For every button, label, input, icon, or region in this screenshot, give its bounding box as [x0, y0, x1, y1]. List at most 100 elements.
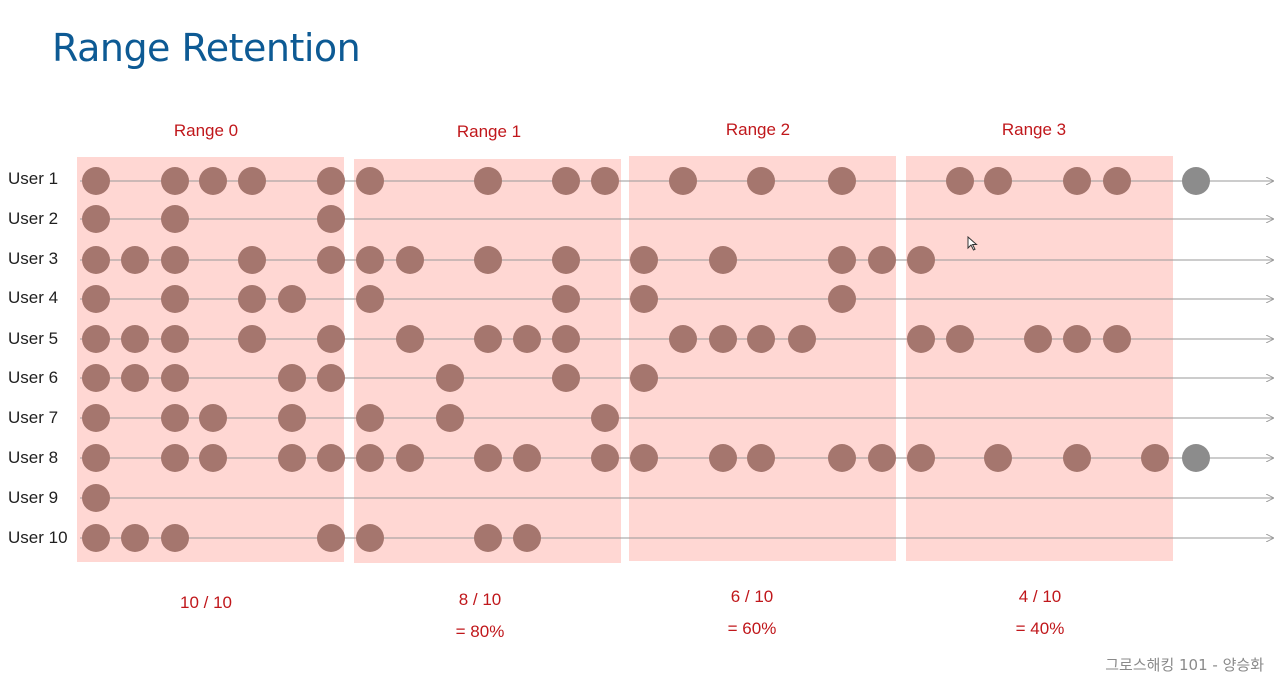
event-dot	[1063, 167, 1091, 195]
event-dot	[278, 285, 306, 313]
event-dot	[513, 444, 541, 472]
event-dot	[199, 167, 227, 195]
event-dot	[788, 325, 816, 353]
event-dot	[1063, 325, 1091, 353]
range-result-3: 4 / 10 = 40%	[1016, 587, 1065, 639]
event-dot	[474, 167, 502, 195]
event-dot	[513, 325, 541, 353]
event-dot	[946, 167, 974, 195]
range-result-percent: = 60%	[727, 619, 777, 638]
event-dot	[82, 444, 110, 472]
event-dot	[669, 325, 697, 353]
event-dot	[278, 404, 306, 432]
event-dot	[984, 444, 1012, 472]
range-box-3	[906, 156, 1173, 561]
range-result-fraction: 10 / 10	[180, 593, 232, 612]
range-box-0	[77, 157, 344, 562]
event-dot	[238, 325, 266, 353]
event-dot	[828, 167, 856, 195]
event-dot	[552, 364, 580, 392]
user-label-5: User 5	[8, 329, 59, 348]
event-dot	[121, 524, 149, 552]
range-result-fraction: 8 / 10	[458, 590, 502, 609]
user-label-9: User 9	[8, 488, 59, 507]
event-dot	[552, 325, 580, 353]
user-label-3: User 3	[8, 249, 59, 268]
event-dot	[82, 285, 110, 313]
event-dot	[82, 167, 110, 195]
range-box-2	[629, 156, 896, 561]
event-dot	[669, 167, 697, 195]
event-dot	[474, 444, 502, 472]
event-dot	[709, 444, 737, 472]
event-dot	[278, 364, 306, 392]
event-dot	[317, 444, 345, 472]
event-dot	[161, 167, 189, 195]
event-dots	[82, 167, 1169, 552]
event-dot	[396, 246, 424, 274]
event-dot	[121, 246, 149, 274]
range-result-2: 6 / 10 = 60%	[728, 587, 777, 639]
event-dot	[356, 404, 384, 432]
event-dot	[317, 246, 345, 274]
event-dot	[436, 404, 464, 432]
event-dot	[238, 167, 266, 195]
event-dot	[356, 524, 384, 552]
timelines	[80, 181, 1273, 538]
user-label-10: User 10	[8, 528, 68, 547]
range-box-1	[354, 159, 621, 563]
event-dot	[709, 246, 737, 274]
event-dot	[828, 285, 856, 313]
event-dot	[474, 524, 502, 552]
event-dot	[161, 246, 189, 274]
event-dot	[907, 246, 935, 274]
event-dot	[161, 524, 189, 552]
event-dot	[907, 444, 935, 472]
event-dot	[1103, 167, 1131, 195]
event-dot	[82, 524, 110, 552]
user-label-1: User 1	[8, 169, 59, 188]
range-label-2: Range 2	[725, 120, 791, 139]
event-dot	[552, 246, 580, 274]
event-dot	[630, 364, 658, 392]
mouse-cursor-icon	[967, 236, 978, 251]
future-event-dot	[1182, 167, 1210, 195]
event-dot	[552, 167, 580, 195]
event-dot	[552, 285, 580, 313]
range-label-3: Range 3	[1001, 120, 1067, 139]
event-dot	[630, 285, 658, 313]
range-result-percent: = 40%	[1015, 619, 1065, 638]
range-result-0: 10 / 10	[180, 593, 232, 613]
event-dot	[161, 444, 189, 472]
event-dot	[317, 167, 345, 195]
event-dot	[356, 444, 384, 472]
event-dot	[630, 444, 658, 472]
event-dot	[984, 167, 1012, 195]
event-dot	[1024, 325, 1052, 353]
event-dot	[121, 364, 149, 392]
event-dot	[591, 167, 619, 195]
event-dot	[82, 364, 110, 392]
event-dot	[868, 444, 896, 472]
event-dot	[317, 205, 345, 233]
event-dot	[1063, 444, 1091, 472]
event-dot	[436, 364, 464, 392]
event-dot	[747, 167, 775, 195]
range-result-fraction: 6 / 10	[730, 587, 774, 606]
event-dot	[591, 444, 619, 472]
event-dot	[474, 325, 502, 353]
event-dot	[747, 444, 775, 472]
event-dot	[161, 364, 189, 392]
event-dot	[356, 285, 384, 313]
page-title: Range Retention	[52, 26, 361, 70]
event-dot	[317, 524, 345, 552]
event-dot	[161, 325, 189, 353]
event-dot	[396, 325, 424, 353]
range-result-fraction: 4 / 10	[1018, 587, 1062, 606]
event-dot	[199, 444, 227, 472]
event-dot	[474, 246, 502, 274]
event-dot	[709, 325, 737, 353]
event-dot	[278, 444, 306, 472]
event-dot	[868, 246, 896, 274]
